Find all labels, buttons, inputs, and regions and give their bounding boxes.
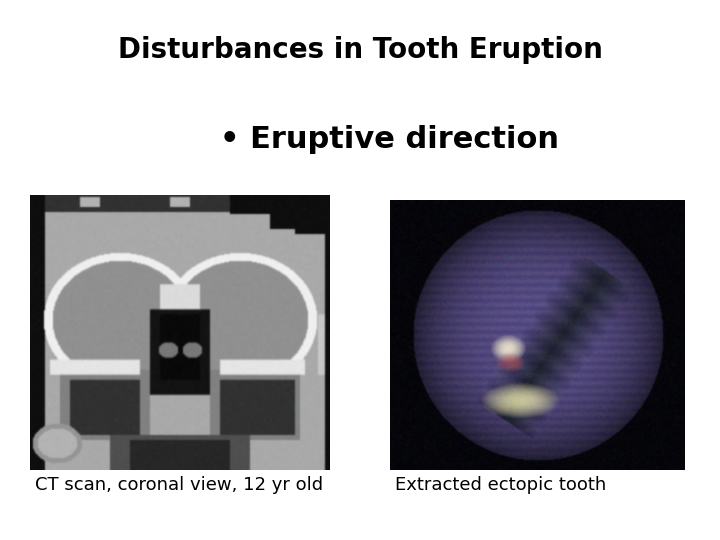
Text: CT scan, coronal view, 12 yr old: CT scan, coronal view, 12 yr old [35,476,323,494]
Text: • Eruptive direction: • Eruptive direction [220,125,559,154]
Text: Extracted ectopic tooth: Extracted ectopic tooth [395,476,606,494]
Text: Disturbances in Tooth Eruption: Disturbances in Tooth Eruption [117,36,603,64]
